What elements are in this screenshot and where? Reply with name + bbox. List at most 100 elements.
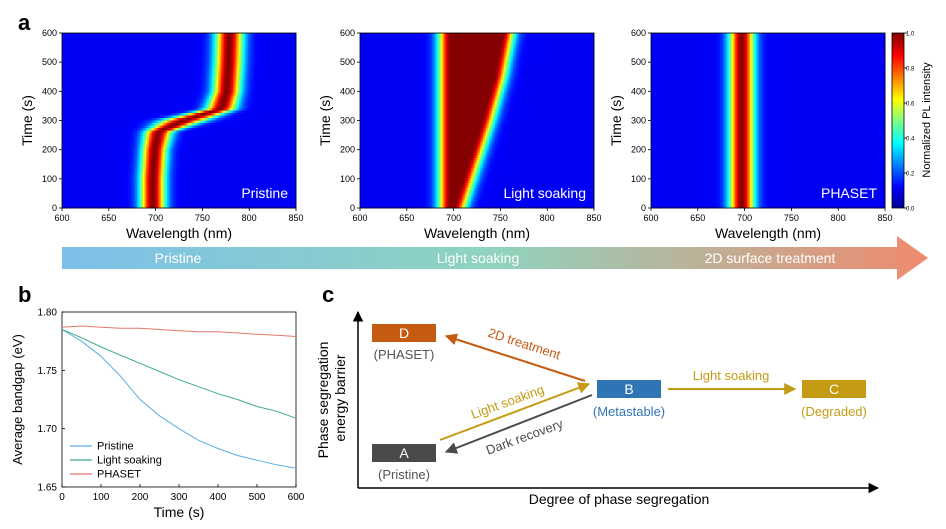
heatmap-cell	[221, 43, 223, 46]
heatmap-cell	[186, 60, 189, 64]
heatmap-cell	[62, 48, 64, 51]
heatmap-cell	[236, 60, 238, 64]
heatmap-cell	[174, 48, 177, 51]
heatmap-cell	[252, 40, 255, 44]
heatmap-cell	[144, 50, 147, 54]
heatmap-cell	[251, 50, 253, 54]
heatmap-cell	[104, 43, 106, 46]
heatmap-cell	[287, 53, 289, 56]
heatmap-cell	[66, 45, 69, 49]
heatmap-cell	[167, 38, 169, 41]
heatmap-cell	[116, 40, 118, 44]
heatmap-cell	[162, 50, 165, 54]
heatmap-cell	[186, 48, 189, 51]
heatmap-cell	[171, 58, 174, 61]
heatmap-cell	[141, 53, 144, 56]
heatmap-cell	[267, 43, 270, 46]
heatmap-cell	[176, 38, 178, 41]
heatmap-cell	[129, 35, 132, 39]
heatmap-cell	[123, 50, 126, 54]
heatmap-cell	[137, 40, 139, 44]
heatmap-cell	[83, 45, 85, 49]
heatmap-cell	[171, 38, 174, 41]
heatmap-cell	[143, 35, 145, 39]
heatmap-cell	[113, 33, 115, 36]
heatmap-cell	[152, 48, 154, 51]
heatmap-cell	[216, 35, 219, 39]
heatmap-cell	[221, 60, 223, 64]
heatmap-cell	[227, 48, 229, 51]
heatmap-cell	[243, 33, 246, 36]
heatmap-cell	[134, 40, 136, 44]
heatmap-cell	[216, 43, 219, 46]
heatmap-cell	[204, 38, 207, 41]
heatmap-cell	[128, 50, 130, 54]
heatmap-cell	[275, 58, 277, 61]
heatmap-cell	[240, 35, 243, 39]
heatmap-cell	[276, 55, 279, 59]
heatmap-cell	[122, 33, 124, 36]
heatmap-cell	[161, 53, 163, 56]
heatmap-cell	[74, 35, 76, 39]
heatmap-cell	[123, 45, 126, 49]
heatmap-cell	[201, 40, 204, 44]
heatmap-cell	[180, 58, 183, 61]
heatmap-cell	[84, 40, 87, 44]
heatmap-cell	[134, 38, 136, 41]
heatmap-cell	[126, 45, 129, 49]
heatmap-cell	[272, 33, 274, 36]
heatmap-cell	[185, 50, 187, 54]
heatmap-cell	[264, 33, 267, 36]
heatmap-cell	[224, 43, 226, 46]
heatmap-cell	[248, 50, 250, 54]
heatmap-cell	[276, 33, 279, 36]
heatmap-cell	[152, 35, 154, 39]
heatmap-cell	[249, 58, 252, 61]
heatmap-cell	[218, 60, 220, 64]
heatmap-cell	[183, 60, 186, 64]
heatmap-cell	[273, 55, 276, 59]
heatmap-cell	[216, 53, 219, 56]
heatmap-cell	[201, 35, 204, 39]
heatmap-cell	[260, 60, 262, 64]
heatmap-cell	[177, 43, 180, 46]
heatmap-cell	[212, 50, 214, 54]
heatmap-cell	[86, 43, 88, 46]
heatmap-cell	[140, 60, 142, 64]
heatmap-cell	[141, 48, 144, 51]
heatmap-cell	[129, 45, 132, 49]
heatmap-cell	[219, 33, 222, 36]
heatmap-cell	[270, 38, 273, 41]
heatmap-cell	[231, 43, 234, 46]
heatmap-cell	[284, 50, 286, 54]
heatmap-cell	[201, 43, 204, 46]
heatmap-cell	[93, 45, 96, 49]
heatmap-cell	[222, 33, 225, 36]
heatmap-cell	[119, 53, 121, 56]
heatmap-cell	[149, 55, 151, 59]
heatmap-cell	[128, 48, 130, 51]
heatmap-cell	[215, 53, 217, 56]
heatmap-cell	[128, 53, 130, 56]
heatmap-cell	[131, 48, 133, 51]
heatmap-cell	[255, 50, 258, 54]
heatmap-cell	[206, 48, 208, 51]
heatmap-cell	[254, 38, 256, 41]
heatmap-cell	[290, 33, 292, 36]
heatmap-cell	[260, 40, 262, 44]
heatmap-cell	[273, 45, 276, 49]
heatmap-cell	[62, 35, 64, 39]
heatmap-cell	[71, 53, 73, 56]
heatmap-cell	[128, 58, 130, 61]
heatmap-cell	[131, 50, 133, 54]
heatmap-cell	[86, 45, 88, 49]
heatmap-cell	[291, 43, 294, 46]
heatmap-cell	[135, 48, 138, 51]
heatmap-cell	[189, 60, 192, 64]
heatmap-cell	[194, 50, 196, 54]
heatmap-cell	[203, 43, 205, 46]
heatmap-cell	[288, 35, 291, 39]
heatmap-cell	[125, 55, 127, 59]
heatmap-cell	[138, 58, 141, 61]
heatmap-cell	[120, 33, 123, 36]
